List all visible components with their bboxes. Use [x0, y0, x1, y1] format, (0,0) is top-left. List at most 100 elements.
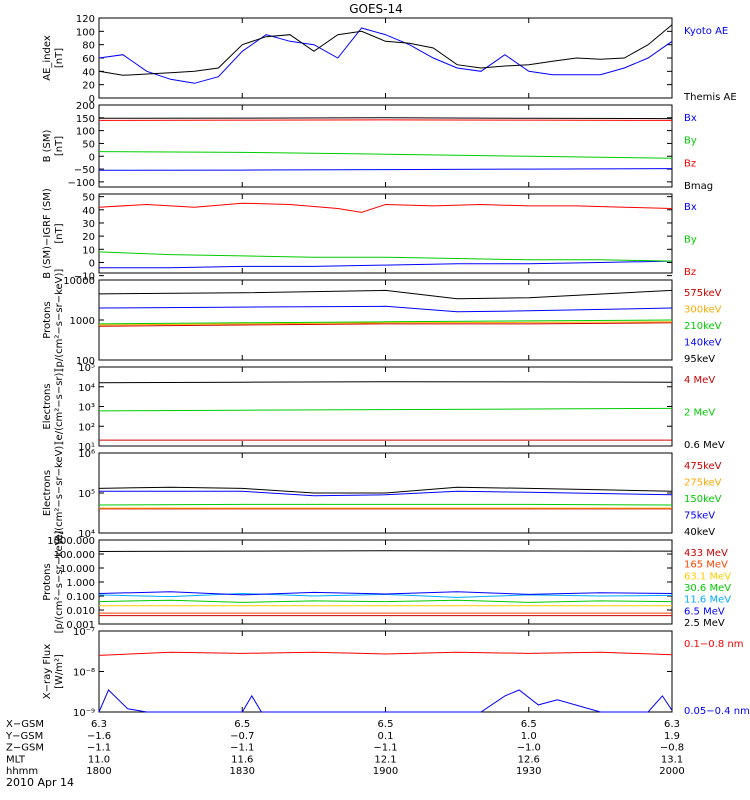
y-axis-label: AE_index	[42, 35, 53, 81]
legend-entry: 40keV	[684, 527, 715, 538]
legend-entry: 275keV	[684, 478, 722, 489]
x-axis-row-value: −1.6	[87, 731, 111, 742]
y-tick-label: 40	[82, 206, 95, 217]
series-line-140keV	[98, 305, 673, 313]
x-axis-row-value: 6.5	[234, 719, 250, 730]
y-tick-label: 100	[76, 27, 95, 38]
y-tick-label: 30	[82, 219, 95, 230]
panel-frame	[98, 366, 673, 447]
legend-entry: 2.5 MeV	[684, 618, 725, 629]
series-line-Kyoto-AE	[98, 27, 673, 84]
x-axis-row-value: 6.3	[664, 719, 680, 730]
series-line-95keV	[98, 289, 673, 300]
legend-entry: 575keV	[684, 288, 722, 299]
panel-6: 10⁶ 10⁵ 10⁴ Electrons [e/(cm²−s−sr−keV)] 475k…	[42, 442, 722, 545]
y-tick-label: −50	[74, 165, 95, 176]
x-axis-row-value: 1.9	[664, 731, 680, 742]
panel-3: 50 40 30 20 10 0 −10 B (SM)−IGRF (SM) [nT] Bx By Bz	[42, 188, 697, 283]
x-axis-row-value: −1.0	[517, 743, 541, 754]
series-line-2-MeV	[98, 407, 673, 412]
series-line-Themis-AE	[98, 24, 673, 76]
legend-entry: 75keV	[684, 511, 715, 522]
panel-frame	[98, 104, 673, 188]
legend-entry: Kyoto AE	[684, 26, 728, 37]
y-tick-label: 0.100	[66, 592, 95, 603]
x-axis-row-value: 0.1	[378, 731, 394, 742]
series-line-40keV	[98, 486, 673, 494]
legend-entry: Bx	[684, 113, 697, 124]
legend-entry: Bx	[684, 202, 697, 213]
legend-entry: 63.1 MeV	[684, 571, 731, 582]
y-tick-label: 10⁵	[78, 489, 95, 500]
x-axis-row-value: 6.3	[91, 719, 107, 730]
y-tick-label: 60	[82, 54, 95, 65]
x-axis-row-label: MLT	[6, 754, 26, 765]
x-axis-row-value: 1930	[516, 766, 541, 777]
y-axis-label: X−ray Flux	[42, 644, 53, 699]
y-tick-label: 100.000	[54, 550, 95, 561]
y-axis-label: Protons	[42, 301, 53, 338]
panel-7: 1000.000 100.000 10.000 1.000 0.100 0.010 0.00…	[42, 531, 731, 634]
y-tick-label: 40	[82, 67, 95, 78]
y-axis-label: [nT]	[54, 223, 65, 243]
legend-entry: 95keV	[684, 354, 715, 365]
y-axis-label: [p/(cm²−s−sr−keV)]	[54, 531, 65, 634]
legend-entry: 4 MeV	[684, 375, 715, 386]
legend-entry: 2 MeV	[684, 408, 715, 419]
y-tick-label: 150	[76, 114, 95, 125]
y-tick-label: 1.000	[66, 578, 95, 589]
legend-entry: Themis AE	[683, 92, 737, 103]
series-line-Bx	[98, 168, 673, 171]
x-axis-row-value: 12.1	[374, 754, 396, 765]
series-line-0-6-MeV	[98, 381, 673, 384]
panel-frame	[98, 17, 673, 99]
series-line-Bz	[98, 119, 673, 121]
legend-entry: 0.1−0.8 nm	[684, 639, 743, 650]
x-axis-table: X−GSM 6.3 6.5 6.5 6.5 6.3 Y−GSM −1.6 −0.7 0.1 1.0 1…	[5, 719, 685, 777]
y-tick-label: 10⁴	[78, 383, 95, 394]
series-line-300keV	[98, 321, 673, 326]
y-tick-label: 0	[89, 94, 95, 105]
series-line-150keV	[98, 503, 673, 506]
x-axis-row-value: −1.1	[87, 743, 111, 754]
panel-1: 0 20 40 60 80 100 120 AE_index [nT] Kyoto AE Themi…	[42, 14, 737, 105]
y-axis-label: B (SM)−IGRF (SM)	[42, 188, 53, 279]
y-tick-label: 50	[82, 139, 95, 150]
y-tick-label: 100	[76, 127, 95, 138]
y-tick-label: 10.000	[60, 564, 95, 575]
legend-entry: Bmag	[684, 181, 713, 192]
series-line-75keV	[99, 490, 673, 497]
y-tick-label: 10³	[78, 403, 95, 414]
date-label: 2010 Apr 14	[6, 776, 74, 789]
y-axis-label: [nT]	[54, 48, 65, 68]
y-tick-label: −100	[68, 178, 95, 189]
y-tick-label: 120	[76, 14, 95, 25]
y-tick-label: 0	[89, 258, 95, 269]
x-axis-row-value: 1900	[373, 766, 398, 777]
x-axis-row-value: 1830	[230, 766, 255, 777]
y-axis-label: [p/(cm²−s−sr−keV)]	[54, 269, 65, 372]
panel-frame	[98, 539, 673, 625]
x-axis-row-value: 2000	[659, 766, 684, 777]
legend-entry: 433 MeV	[684, 548, 728, 559]
series-line-0-05-0-4-nm	[98, 689, 673, 713]
legend-entry: 150keV	[684, 494, 722, 505]
y-tick-label: 10¹	[78, 442, 95, 453]
series-line-30-6-MeV	[98, 599, 673, 603]
x-axis-row-value: 11.6	[231, 754, 253, 765]
y-tick-label: 10²	[78, 422, 95, 433]
legend-entry: Bz	[684, 267, 696, 278]
x-axis-row-value: −0.8	[660, 743, 684, 754]
y-tick-label: 10⁵	[78, 363, 95, 374]
series-line-Bz	[98, 202, 673, 213]
legend-entry: 140keV	[684, 338, 722, 349]
x-axis-row-label: Z−GSM	[6, 743, 44, 754]
figure-title: GOES-14	[349, 2, 403, 16]
y-tick-label: 10⁻⁹	[73, 708, 95, 719]
x-axis-row-value: −0.7	[230, 731, 254, 742]
legend-entry: 6.5 MeV	[684, 606, 725, 617]
y-tick-label: 10⁻⁷	[73, 627, 95, 638]
y-tick-label: 10000	[63, 276, 95, 287]
